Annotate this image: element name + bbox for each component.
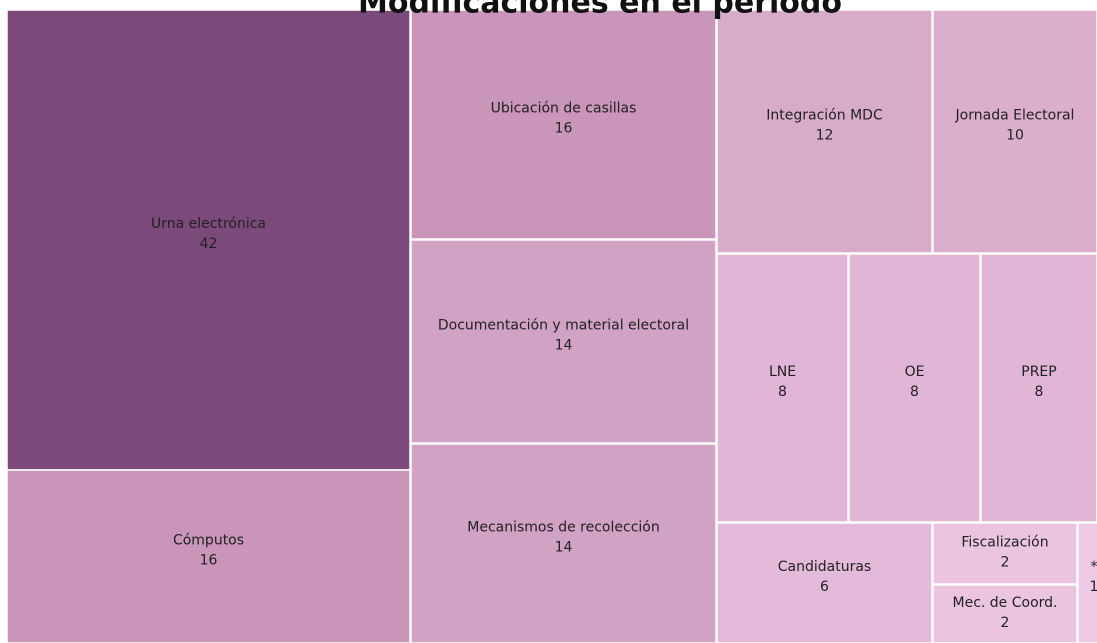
cell-label: Fiscalización — [961, 535, 1048, 551]
cell-value: 8 — [778, 384, 787, 400]
treemap-cell — [848, 253, 981, 523]
treemap-cell — [932, 9, 1097, 254]
cell-label: Documentación y material electoral — [438, 318, 689, 334]
cell-value: 16 — [555, 121, 573, 137]
treemap-cell — [932, 522, 1078, 585]
cell-label: Jornada Electoral — [955, 108, 1075, 124]
cell-value: 16 — [200, 553, 218, 569]
cell-value: 8 — [1035, 384, 1044, 400]
cell-value: 2 — [1001, 555, 1010, 571]
treemap-cell — [6, 9, 411, 471]
cell-label: Candidaturas — [778, 559, 871, 575]
cell-value: 6 — [820, 579, 829, 595]
cell-label: Cómputos — [173, 533, 244, 549]
treemap-cell — [716, 253, 849, 523]
cell-value: 14 — [555, 540, 573, 556]
cell-label: Mec. de Coord. — [953, 595, 1058, 611]
treemap-cell — [410, 9, 717, 240]
cell-value: 10 — [1006, 128, 1024, 144]
cell-label: Mecanismos de recolección — [467, 520, 659, 536]
treemap-cell — [410, 443, 717, 643]
cell-label: OE — [905, 364, 925, 380]
cell-label: LNE — [769, 364, 796, 380]
treemap-cell — [932, 584, 1078, 643]
treemap-cell — [6, 469, 411, 643]
treemap-cell — [980, 253, 1097, 523]
cell-label: Integración MDC — [766, 108, 883, 124]
treemap-cell — [716, 522, 933, 643]
cell-value: 8 — [910, 384, 919, 400]
cell-label: PREP — [1021, 364, 1056, 380]
treemap-cell — [716, 9, 933, 254]
treemap-cell — [1077, 522, 1097, 643]
cell-label: Urna electrónica — [151, 216, 266, 232]
cell-label: Ubicación de casillas — [491, 101, 637, 117]
chart-title: Modificaciones en el periodo — [358, 0, 842, 21]
cell-value: 12 — [816, 128, 834, 144]
treemap-cell — [410, 239, 717, 444]
cell-value: 42 — [200, 236, 218, 252]
cell-value: 1 — [1090, 579, 1097, 595]
cell-value: 14 — [555, 338, 573, 354]
cell-value: 2 — [1001, 615, 1010, 631]
cell-label: * — [1091, 559, 1097, 575]
